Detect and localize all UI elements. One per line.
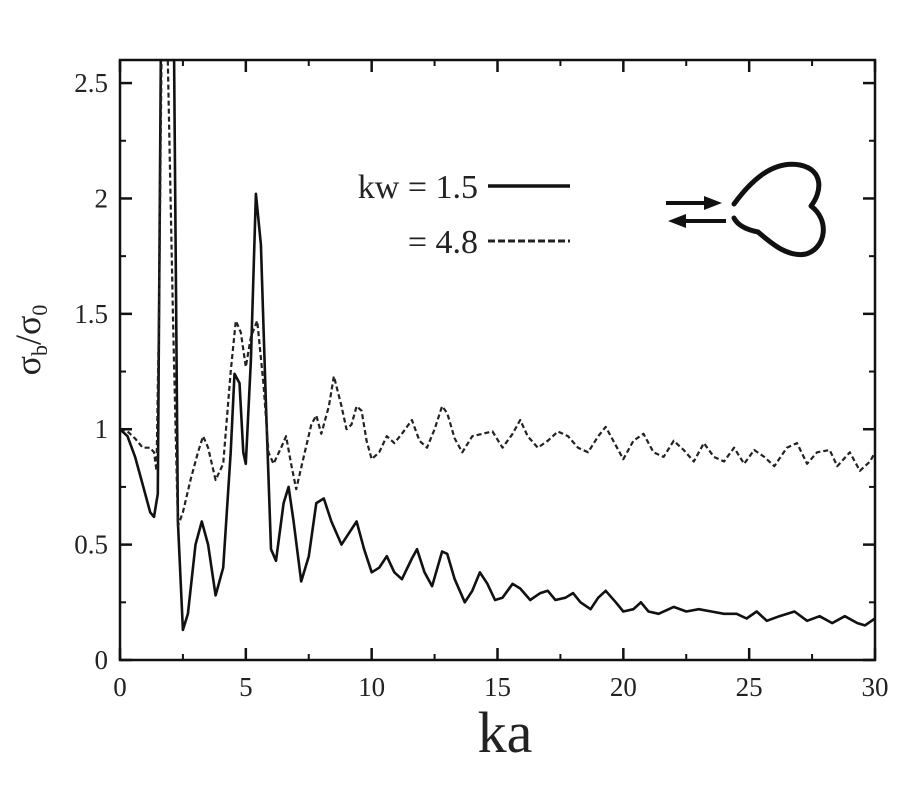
plot-frame <box>118 58 877 662</box>
y-tick-label: 0 <box>95 645 109 675</box>
y-tick-label: 1.5 <box>74 299 108 329</box>
series-line-1 <box>120 60 875 632</box>
y-tick-label: 0.5 <box>74 530 108 560</box>
inset-diagram <box>666 161 826 258</box>
x-tick-label: 30 <box>862 672 889 702</box>
x-axis-label: ka <box>478 700 533 765</box>
trefoil-scatterer-icon <box>731 161 826 258</box>
ticks-layer <box>118 60 877 662</box>
backscatter-arrow-head <box>668 214 686 228</box>
legend-label-1: kw = 1.5 <box>358 169 478 206</box>
series-layer <box>120 60 875 632</box>
tick-labels: 0 5 10 15 20 25 30 0 0.5 1 1.5 2 2.5 <box>74 68 888 702</box>
legend: kw = 1.5 = 4.8 <box>358 169 570 261</box>
y-tick-label: 1 <box>95 414 109 444</box>
incident-arrow-head <box>704 196 722 210</box>
x-tick-label: 15 <box>484 672 511 702</box>
x-tick-label: 0 <box>113 672 127 702</box>
series-line-2 <box>120 60 875 528</box>
legend-label-2: = 4.8 <box>408 224 478 261</box>
y-axis-label-text: σb​/σ0​ <box>8 305 52 376</box>
y-axis-label: σb​/σ0​ <box>8 305 52 376</box>
y-tick-label: 2.5 <box>74 68 108 98</box>
x-tick-label: 5 <box>239 672 253 702</box>
x-tick-label: 20 <box>610 672 637 702</box>
y-tick-label: 2 <box>95 183 109 213</box>
x-tick-label: 10 <box>358 672 385 702</box>
x-tick-label: 25 <box>736 672 763 702</box>
